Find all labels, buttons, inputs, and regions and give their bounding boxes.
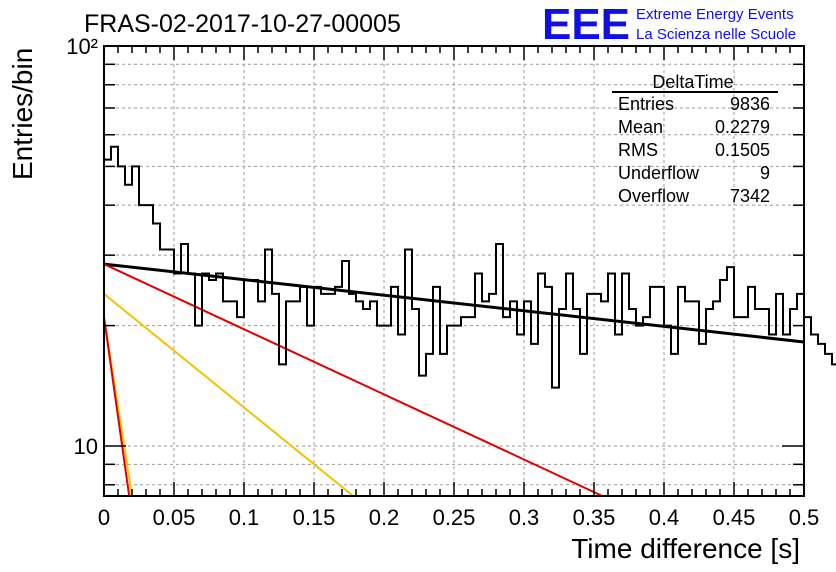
y-axis-label: Entries/bin (7, 48, 38, 180)
fit-line (103, 262, 805, 344)
stats-row-value: 0.2279 (715, 117, 770, 137)
x-axis-label: Time difference [s] (571, 533, 800, 564)
x-tick-label: 0.35 (573, 505, 616, 530)
grid (104, 46, 804, 496)
fit-line (103, 263, 603, 497)
axes: 0 0.05 0.1 0.15 0.2 0.25 0.3 0.35 0.4 0.45 0.5 10 10… (66, 34, 819, 530)
fit-line (103, 316, 131, 497)
eee-logo-line1: Extreme Energy Events (636, 6, 794, 23)
stats-row: Mean 0.2279 (618, 117, 770, 137)
stats-row: Underflow 9 (618, 163, 770, 183)
histogram-steps (104, 145, 836, 389)
stats-box: DeltaTime Entries 9836 Mean 0.2279 RMS 0.1505… (612, 72, 778, 206)
y-tick-label: 10 (74, 434, 98, 459)
eee-logo-mark: EEE (542, 0, 630, 49)
stats-title: DeltaTime (652, 72, 733, 92)
x-tick-label: 0.1 (229, 505, 260, 530)
stats-row: Entries 9836 (618, 94, 770, 114)
stats-row-value: 9 (760, 163, 770, 183)
stats-row-label: Overflow (618, 186, 690, 206)
x-tick-label: 0.4 (649, 505, 680, 530)
stats-row-label: Underflow (618, 163, 700, 183)
x-tick-label: 0.2 (369, 505, 400, 530)
eee-logo-line2: La Scienza nelle Scuole (636, 26, 796, 43)
y-tick-label: 10² (66, 34, 98, 59)
stats-row-value: 7342 (730, 186, 770, 206)
stats-row: RMS 0.1505 (618, 140, 770, 160)
x-tick-label: 0.5 (789, 505, 820, 530)
histogram (104, 145, 836, 389)
stats-row-label: RMS (618, 140, 658, 160)
stats-row-label: Mean (618, 117, 663, 137)
fit-line (103, 293, 354, 497)
x-tick-label: 0.25 (433, 505, 476, 530)
x-tick-label: 0.05 (153, 505, 196, 530)
x-tick-label: 0.45 (713, 505, 756, 530)
x-tick-label: 0.3 (509, 505, 540, 530)
stats-row-value: 9836 (730, 94, 770, 114)
eee-logo: EEE Extreme Energy Events La Scienza nel… (542, 0, 796, 49)
stats-row-label: Entries (618, 94, 674, 114)
fit-curves (103, 262, 805, 497)
x-tick-label: 0.15 (293, 505, 336, 530)
stats-row-value: 0.1505 (715, 140, 770, 160)
stats-row: Overflow 7342 (618, 186, 770, 206)
run-title: FRAS-02-2017-10-27-00005 (84, 10, 401, 38)
x-tick-label: 0 (98, 505, 110, 530)
